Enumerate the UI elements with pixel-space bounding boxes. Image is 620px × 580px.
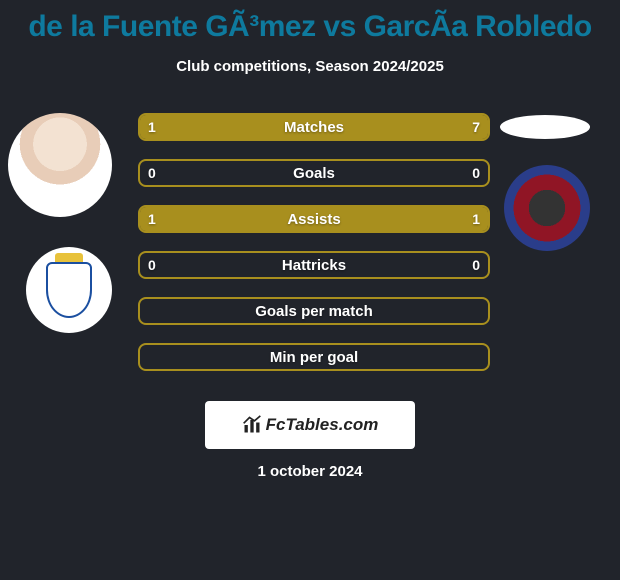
stats-area: 17Matches 00Goals 11Assists 00Hattricks Goal… (0, 113, 620, 393)
stat-label: Matches (138, 113, 490, 141)
stat-row: Min per goal (138, 343, 490, 371)
stat-row: 17Matches (138, 113, 490, 141)
comparison-card: de la Fuente GÃ³mez vs GarcÃ­a Robledo C… (0, 0, 620, 580)
chart-icon (242, 415, 262, 435)
stat-label: Hattricks (138, 251, 490, 279)
brand-text: FcTables.com (266, 415, 379, 435)
page-title: de la Fuente GÃ³mez vs GarcÃ­a Robledo (0, 0, 620, 44)
date-text: 1 october 2024 (0, 463, 620, 480)
player-left-avatar (8, 113, 112, 217)
stat-label: Goals (138, 159, 490, 187)
stat-row: 11Assists (138, 205, 490, 233)
brand-logo: FcTables.com (242, 415, 379, 435)
stat-label: Goals per match (138, 297, 490, 325)
shield-icon (46, 262, 92, 318)
stat-row: 00Hattricks (138, 251, 490, 279)
club-left-crest (26, 247, 112, 333)
stat-label: Min per goal (138, 343, 490, 371)
stat-label: Assists (138, 205, 490, 233)
stat-row: 00Goals (138, 159, 490, 187)
brand-box: FcTables.com (205, 401, 415, 449)
player-right-avatar (500, 115, 590, 139)
stat-rows: 17Matches 00Goals 11Assists 00Hattricks Goal… (138, 113, 490, 389)
stat-row: Goals per match (138, 297, 490, 325)
subtitle: Club competitions, Season 2024/2025 (0, 58, 620, 75)
club-right-crest (504, 165, 590, 251)
